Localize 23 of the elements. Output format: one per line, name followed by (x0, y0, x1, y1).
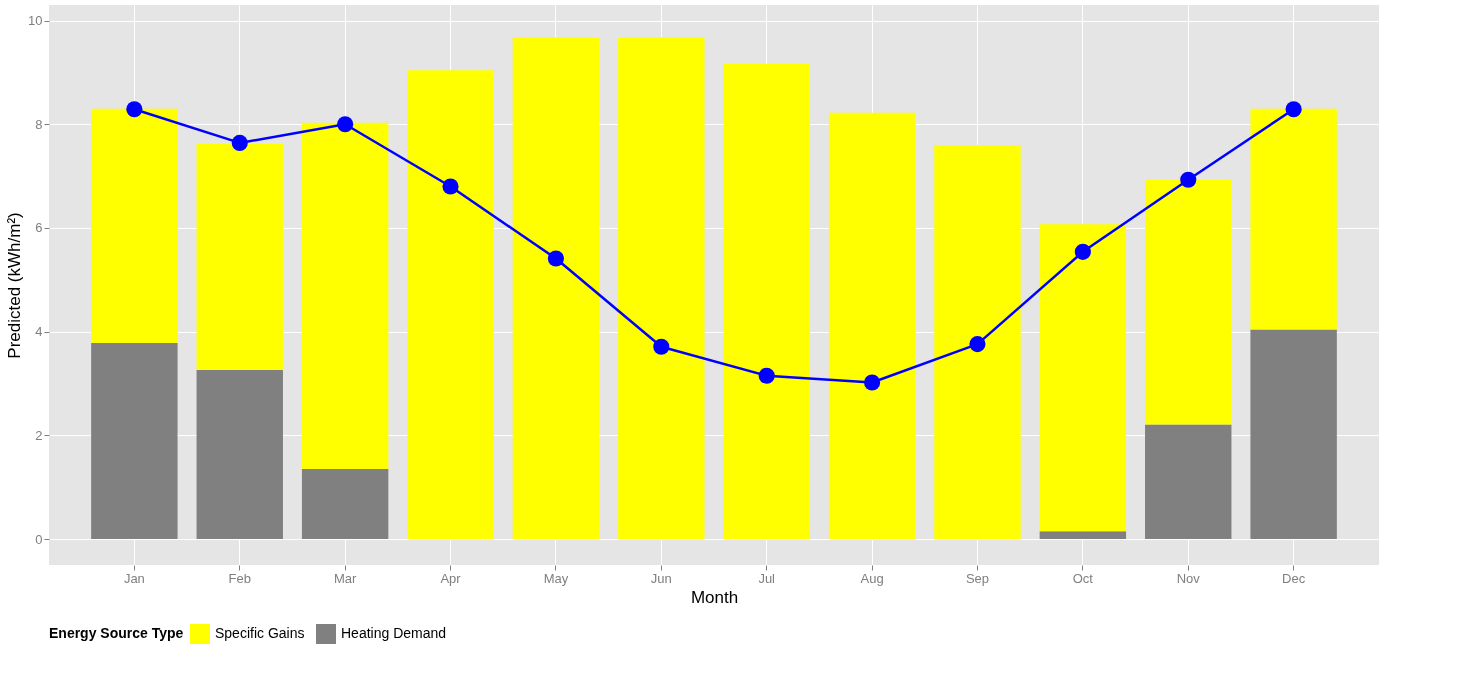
y-tick-label: 6 (35, 220, 43, 236)
x-tick-label: Jan (123, 570, 145, 586)
x-tick-label: Jun (650, 570, 672, 586)
x-tick-label: Apr (440, 570, 462, 586)
legend-title: Energy Source Type (49, 625, 184, 641)
x-tick-label: Nov (1176, 570, 1201, 586)
x-tick-label: Jul (758, 570, 776, 586)
x-tick-label: Oct (1072, 570, 1094, 586)
y-tick-label: 4 (35, 324, 43, 340)
x-tick-label: May (543, 570, 569, 586)
x-tick-label: Feb (228, 570, 251, 586)
x-tick-label: Aug (860, 570, 884, 586)
y-tick-label: 10 (28, 13, 43, 29)
legend-label: Heating Demand (341, 625, 447, 641)
x-axis-title: Month (690, 587, 739, 607)
x-tick-label: Sep (965, 570, 990, 586)
x-tick-label: Dec (1282, 570, 1306, 586)
legend-label: Specific Gains (215, 625, 305, 641)
y-tick-label: 0 (35, 531, 43, 547)
y-tick-label: 8 (35, 116, 43, 132)
x-tick-label: Mar (333, 570, 357, 586)
y-axis-title: Predicted (kWh/m²) (5, 212, 25, 359)
y-tick-label: 2 (35, 427, 43, 443)
